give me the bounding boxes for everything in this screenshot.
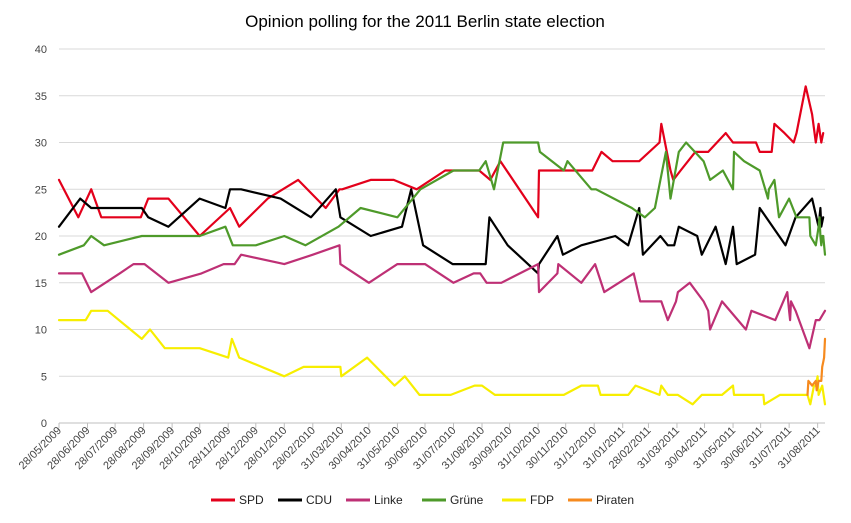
y-tick-label: 40 (35, 44, 47, 56)
y-tick-label: 35 (35, 91, 47, 103)
y-tick-label: 20 (35, 231, 47, 243)
legend-label-piraten: Piraten (596, 493, 634, 507)
legend-label-fdp: FDP (530, 493, 554, 507)
series-line-spd (57, 85, 825, 238)
legend: SPD CDU Linke Grüne FDP Piraten (211, 493, 634, 507)
series-line-cdu (57, 188, 825, 275)
legend-label-spd: SPD (239, 493, 264, 507)
y-tick-label: 0 (41, 418, 47, 430)
legend-label-gr-ne: Grüne (450, 493, 484, 507)
y-tick-label: 15 (35, 278, 47, 290)
series-line-piraten (806, 337, 827, 396)
legend-label-linke: Linke (374, 493, 403, 507)
series-line-gr-ne (57, 141, 827, 256)
series-line-fdp (57, 309, 827, 406)
y-tick-label: 30 (35, 138, 47, 150)
series-lines (57, 85, 827, 406)
y-tick-label: 10 (35, 325, 47, 337)
y-tick-label: 5 (41, 371, 47, 383)
chart-title: Opinion polling for the 2011 Berlin stat… (245, 12, 605, 31)
series-line-linke (57, 244, 827, 350)
legend-label-cdu: CDU (306, 493, 332, 507)
y-tick-label: 25 (35, 184, 47, 196)
